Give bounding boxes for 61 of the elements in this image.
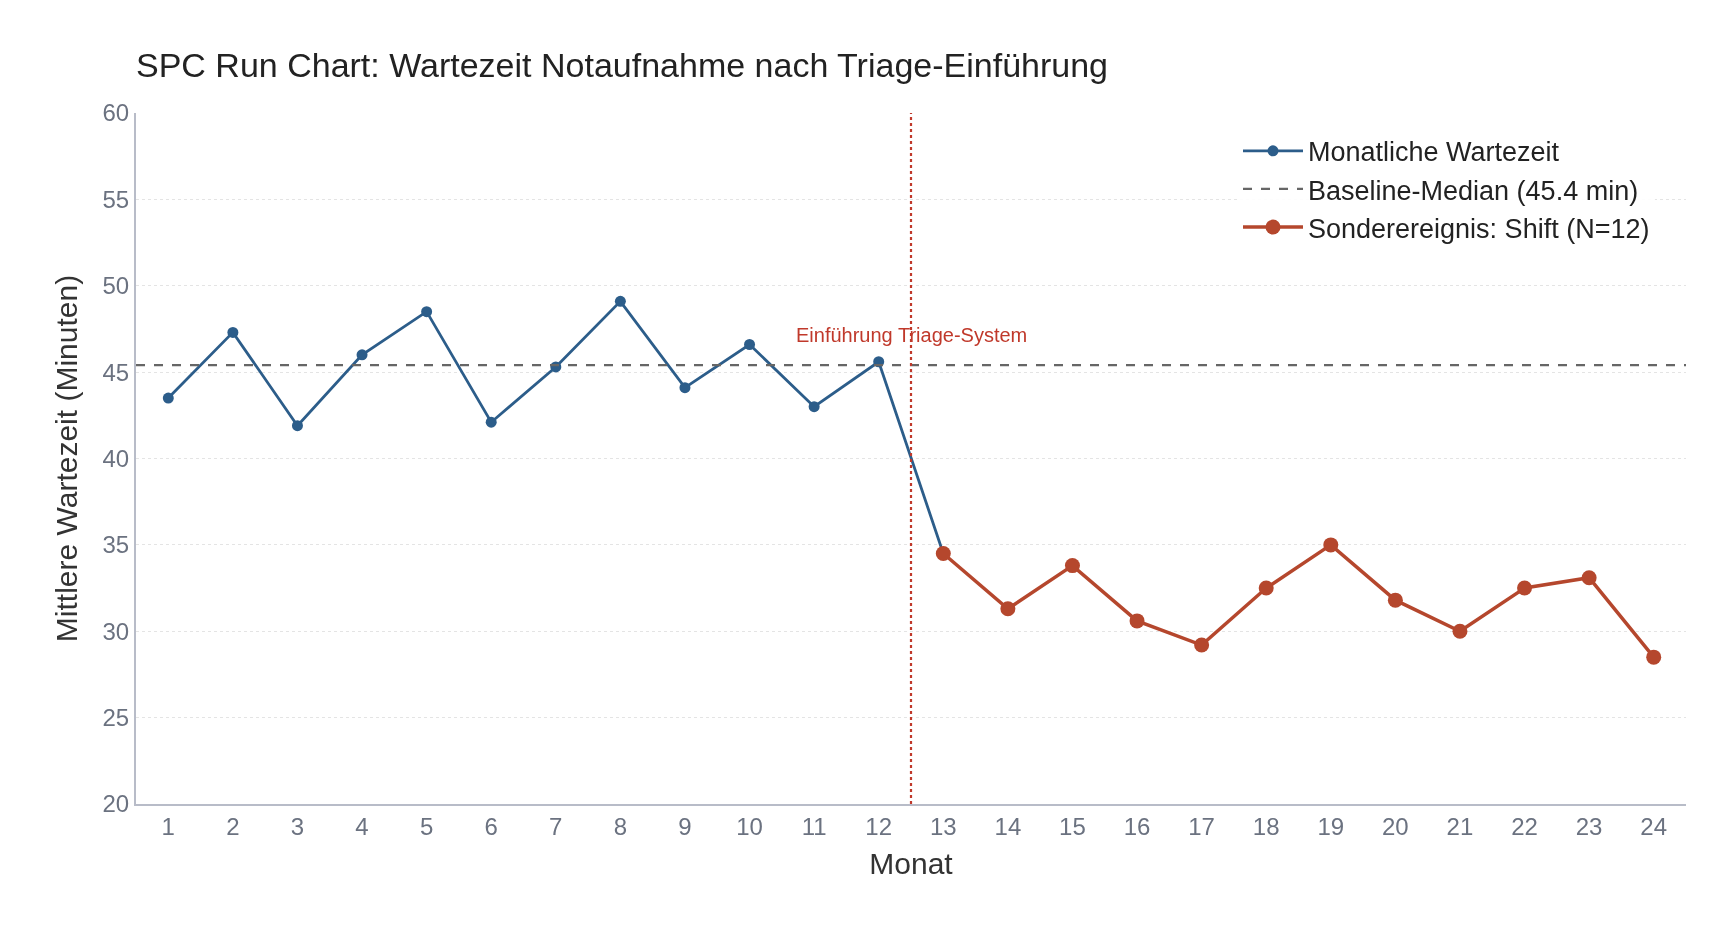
x-tick-label: 19 xyxy=(1317,812,1345,840)
point xyxy=(1258,580,1274,596)
legend-label: Sonderereignis: Shift (N=12) xyxy=(1308,213,1650,244)
point xyxy=(1000,601,1016,617)
x-tick-label: 4 xyxy=(355,812,369,840)
x-tick-label: 2 xyxy=(226,812,240,840)
x-tick-label: 3 xyxy=(290,812,305,840)
point xyxy=(356,349,368,361)
y-tick-label: 35 xyxy=(102,531,130,559)
legend-label: Baseline-Median (45.4 min) xyxy=(1308,175,1639,206)
point xyxy=(1129,613,1145,629)
x-tick-label: 17 xyxy=(1188,812,1215,840)
point xyxy=(679,382,691,394)
x-tick-label: 16 xyxy=(1123,812,1151,840)
x-tick-label: 6 xyxy=(484,812,498,840)
x-tick-label: 1 xyxy=(161,812,175,840)
x-tick-label: 13 xyxy=(929,812,957,840)
y-tick-label: 45 xyxy=(102,358,130,386)
x-tick-label: 10 xyxy=(736,812,763,840)
x-tick-label: 20 xyxy=(1382,812,1409,840)
point xyxy=(291,420,303,432)
point xyxy=(1064,558,1080,574)
point xyxy=(808,401,820,413)
x-tick-label: 14 xyxy=(994,812,1022,840)
x-tick-label: 22 xyxy=(1511,812,1538,840)
y-tick-label: 40 xyxy=(102,444,130,472)
y-tick-label: 60 xyxy=(102,99,130,127)
point xyxy=(421,306,433,318)
point xyxy=(1194,637,1210,653)
y-tick-label: 50 xyxy=(102,272,130,300)
x-tick-label: 24 xyxy=(1640,812,1668,840)
x-tick-label: 21 xyxy=(1446,812,1474,840)
x-tick-label: 11 xyxy=(801,812,827,840)
point xyxy=(162,392,174,404)
y-axis-title: Mittlere Wartezeit (Minuten) xyxy=(50,274,83,643)
x-tick-label: 12 xyxy=(865,812,893,840)
y-tick-label: 20 xyxy=(102,790,130,818)
legend-label: Monatliche Wartezeit xyxy=(1308,137,1560,168)
x-tick-label: 9 xyxy=(678,812,692,840)
point xyxy=(1323,537,1339,553)
x-tick-label: 8 xyxy=(613,812,628,840)
x-tick-label: 7 xyxy=(549,812,563,840)
ref-line-label: Einführung Triage-System xyxy=(796,324,1028,346)
x-tick-label: 18 xyxy=(1252,812,1280,840)
x-tick-label: 23 xyxy=(1575,812,1603,840)
point xyxy=(744,338,756,350)
y-tick-label: 25 xyxy=(102,704,130,732)
point xyxy=(227,326,239,338)
point xyxy=(1581,570,1597,586)
point xyxy=(1646,649,1662,665)
x-tick-label: 15 xyxy=(1059,812,1086,840)
y-tick-label: 30 xyxy=(102,617,130,645)
point xyxy=(485,416,497,428)
y-tick-label: 55 xyxy=(102,185,130,213)
point xyxy=(1517,580,1533,596)
point xyxy=(1452,623,1468,639)
x-axis-title: Monat xyxy=(869,846,954,880)
point xyxy=(614,295,626,307)
x-tick-label: 5 xyxy=(419,812,434,840)
chart-title: SPC Run Chart: Wartezeit Notaufnahme nach Triage-Einführung xyxy=(136,46,1109,85)
point xyxy=(1387,592,1403,608)
